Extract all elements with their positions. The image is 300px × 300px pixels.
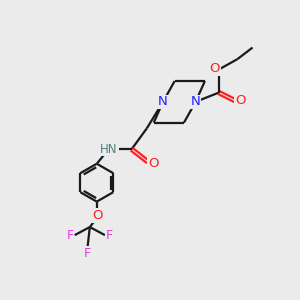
Text: F: F <box>84 247 91 260</box>
Text: N: N <box>191 95 200 108</box>
Text: HN: HN <box>100 143 118 156</box>
Text: F: F <box>67 229 73 242</box>
Text: O: O <box>209 62 220 75</box>
Text: O: O <box>235 94 245 107</box>
Text: O: O <box>148 157 158 169</box>
Text: F: F <box>106 229 113 242</box>
Text: O: O <box>93 209 103 222</box>
Text: N: N <box>158 95 168 108</box>
